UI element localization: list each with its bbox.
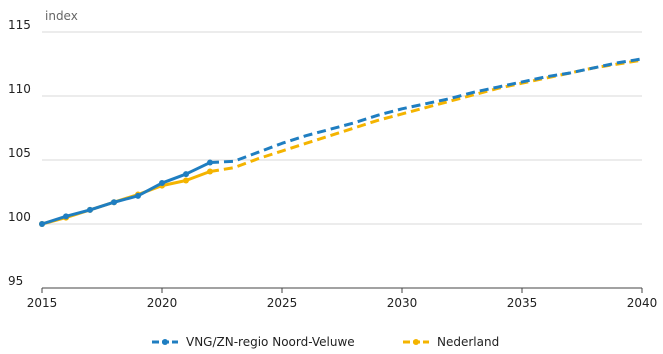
data-point bbox=[207, 168, 213, 175]
y-axis-unit-label: index bbox=[45, 9, 78, 23]
gridlines bbox=[42, 31, 642, 289]
x-axis-ticks: 2015 2020 2025 2030 2035 2040 bbox=[27, 288, 658, 310]
x-tick-label: 2015 bbox=[27, 296, 58, 310]
legend-marker bbox=[413, 339, 419, 345]
data-point bbox=[87, 206, 93, 213]
legend-label: Nederland bbox=[437, 335, 499, 349]
y-tick-label: 105 bbox=[8, 146, 31, 160]
series-lines bbox=[39, 57, 643, 227]
series-line-forecast bbox=[209, 57, 643, 165]
data-point bbox=[63, 213, 69, 220]
x-tick-label: 2035 bbox=[507, 296, 538, 310]
x-tick-label: 2020 bbox=[147, 296, 178, 310]
legend-label: VNG/ZN-regio Noord-Veluwe bbox=[186, 335, 355, 349]
x-tick-label: 2025 bbox=[267, 296, 298, 310]
data-point bbox=[159, 180, 165, 187]
data-point bbox=[183, 177, 189, 184]
series-line-observed bbox=[40, 161, 212, 226]
y-axis-ticks: 95 100 105 110 115 bbox=[8, 18, 31, 288]
y-tick-label: 100 bbox=[8, 210, 31, 224]
y-tick-label: 95 bbox=[8, 274, 23, 288]
series-line-forecast bbox=[209, 58, 643, 174]
y-tick-label: 110 bbox=[8, 82, 31, 96]
y-tick-label: 115 bbox=[8, 18, 31, 32]
data-point bbox=[111, 199, 117, 206]
x-tick-label: 2040 bbox=[627, 296, 658, 310]
legend-marker bbox=[162, 339, 168, 345]
data-point bbox=[183, 171, 189, 178]
data-point bbox=[39, 221, 45, 227]
legend: VNG/ZN-regio Noord-Veluwe Nederland bbox=[152, 335, 499, 349]
x-tick-label: 2030 bbox=[387, 296, 418, 310]
data-point bbox=[207, 159, 213, 166]
data-point bbox=[135, 192, 141, 199]
